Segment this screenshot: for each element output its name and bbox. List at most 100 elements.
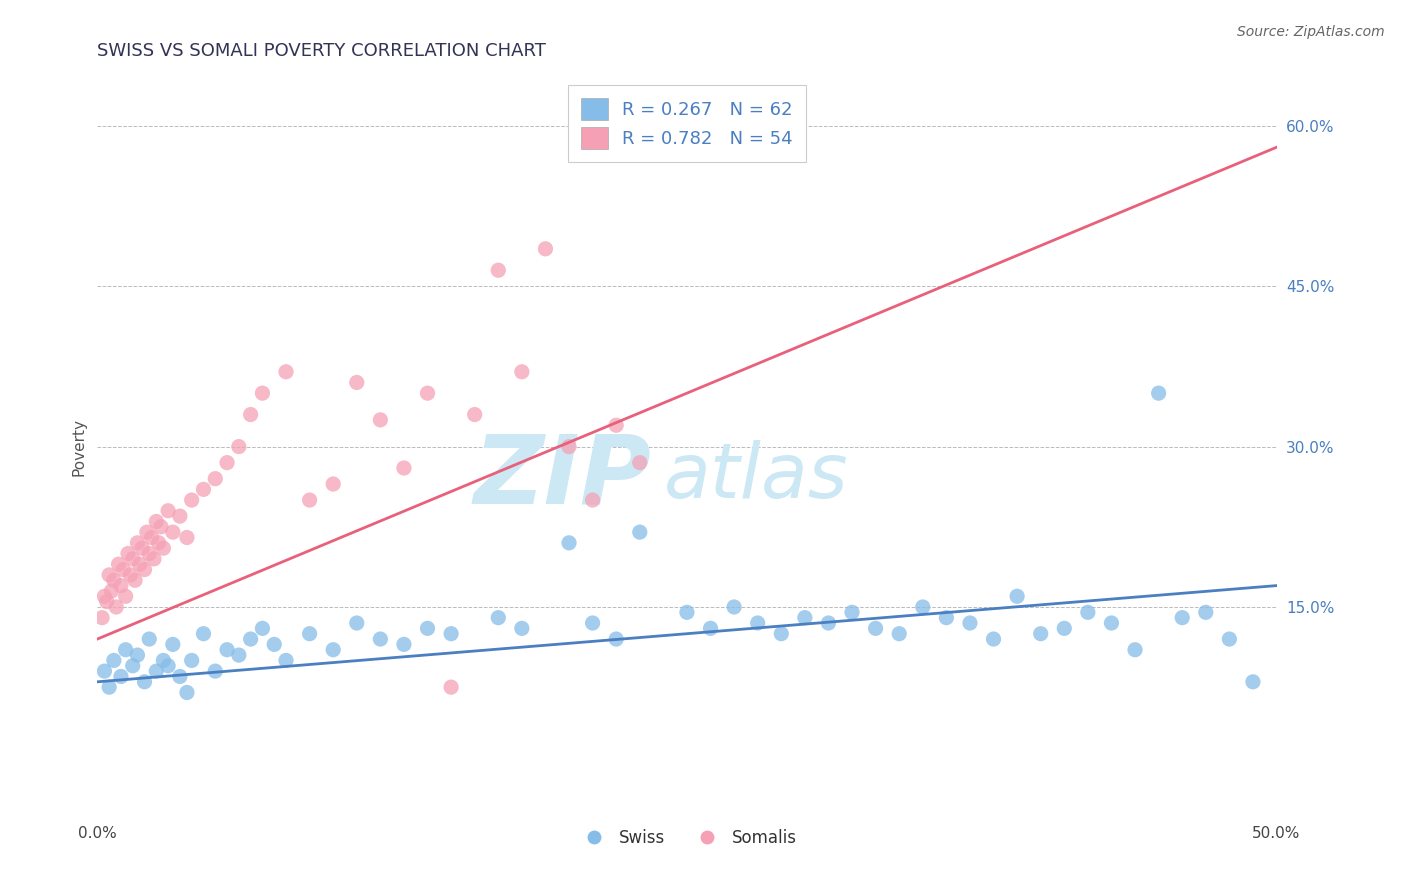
Y-axis label: Poverty: Poverty — [72, 417, 86, 475]
Point — [274, 365, 297, 379]
Point — [486, 610, 509, 624]
Point — [110, 578, 132, 592]
Point — [1029, 626, 1052, 640]
Point — [239, 632, 262, 646]
Point — [157, 658, 180, 673]
Point — [1053, 621, 1076, 635]
Point — [252, 386, 274, 401]
Point — [1077, 605, 1099, 619]
Point — [346, 376, 368, 390]
Point — [180, 493, 202, 508]
Point — [534, 242, 557, 256]
Point — [392, 461, 415, 475]
Point — [486, 263, 509, 277]
Point — [628, 456, 651, 470]
Point — [416, 621, 439, 635]
Point — [103, 653, 125, 667]
Point — [152, 653, 174, 667]
Point — [416, 386, 439, 401]
Point — [605, 632, 627, 646]
Point — [169, 509, 191, 524]
Point — [138, 632, 160, 646]
Point — [215, 456, 238, 470]
Point — [117, 547, 139, 561]
Point — [193, 483, 215, 497]
Point — [983, 632, 1005, 646]
Point — [110, 669, 132, 683]
Point — [134, 563, 156, 577]
Point — [605, 418, 627, 433]
Point — [841, 605, 863, 619]
Point — [370, 632, 392, 646]
Point — [148, 536, 170, 550]
Point — [114, 642, 136, 657]
Point — [162, 525, 184, 540]
Point — [228, 648, 250, 662]
Point — [510, 365, 533, 379]
Point — [747, 615, 769, 630]
Point — [157, 504, 180, 518]
Point — [274, 653, 297, 667]
Point — [440, 680, 463, 694]
Point — [1147, 386, 1170, 401]
Point — [121, 658, 143, 673]
Point — [176, 685, 198, 699]
Point — [131, 541, 153, 556]
Point — [699, 621, 721, 635]
Point — [127, 536, 149, 550]
Point — [239, 408, 262, 422]
Point — [150, 520, 173, 534]
Point — [628, 525, 651, 540]
Point — [370, 413, 392, 427]
Point — [93, 664, 115, 678]
Point — [1195, 605, 1218, 619]
Point — [889, 626, 911, 640]
Point — [581, 615, 603, 630]
Point — [142, 552, 165, 566]
Point — [134, 674, 156, 689]
Point — [440, 626, 463, 640]
Point — [464, 408, 486, 422]
Point — [1218, 632, 1240, 646]
Point — [105, 599, 128, 614]
Point — [114, 589, 136, 603]
Point — [346, 615, 368, 630]
Point — [120, 568, 142, 582]
Point — [152, 541, 174, 556]
Point — [263, 637, 285, 651]
Point — [107, 558, 129, 572]
Point — [112, 563, 135, 577]
Point — [298, 493, 321, 508]
Point — [98, 568, 121, 582]
Point — [723, 599, 745, 614]
Point — [103, 574, 125, 588]
Legend: Swiss, Somalis: Swiss, Somalis — [571, 822, 803, 854]
Text: Source: ZipAtlas.com: Source: ZipAtlas.com — [1237, 25, 1385, 39]
Point — [204, 664, 226, 678]
Point — [558, 440, 581, 454]
Point — [676, 605, 699, 619]
Point — [298, 626, 321, 640]
Point — [91, 610, 114, 624]
Point — [124, 574, 146, 588]
Point — [1241, 674, 1264, 689]
Point — [215, 642, 238, 657]
Point — [959, 615, 981, 630]
Point — [93, 589, 115, 603]
Point — [128, 558, 150, 572]
Point — [204, 472, 226, 486]
Point — [135, 525, 157, 540]
Point — [145, 515, 167, 529]
Point — [510, 621, 533, 635]
Point — [322, 477, 344, 491]
Point — [1171, 610, 1194, 624]
Point — [770, 626, 793, 640]
Point — [252, 621, 274, 635]
Point — [322, 642, 344, 657]
Point — [141, 531, 163, 545]
Point — [392, 637, 415, 651]
Point — [558, 536, 581, 550]
Point — [1005, 589, 1028, 603]
Point — [100, 583, 122, 598]
Point — [817, 615, 839, 630]
